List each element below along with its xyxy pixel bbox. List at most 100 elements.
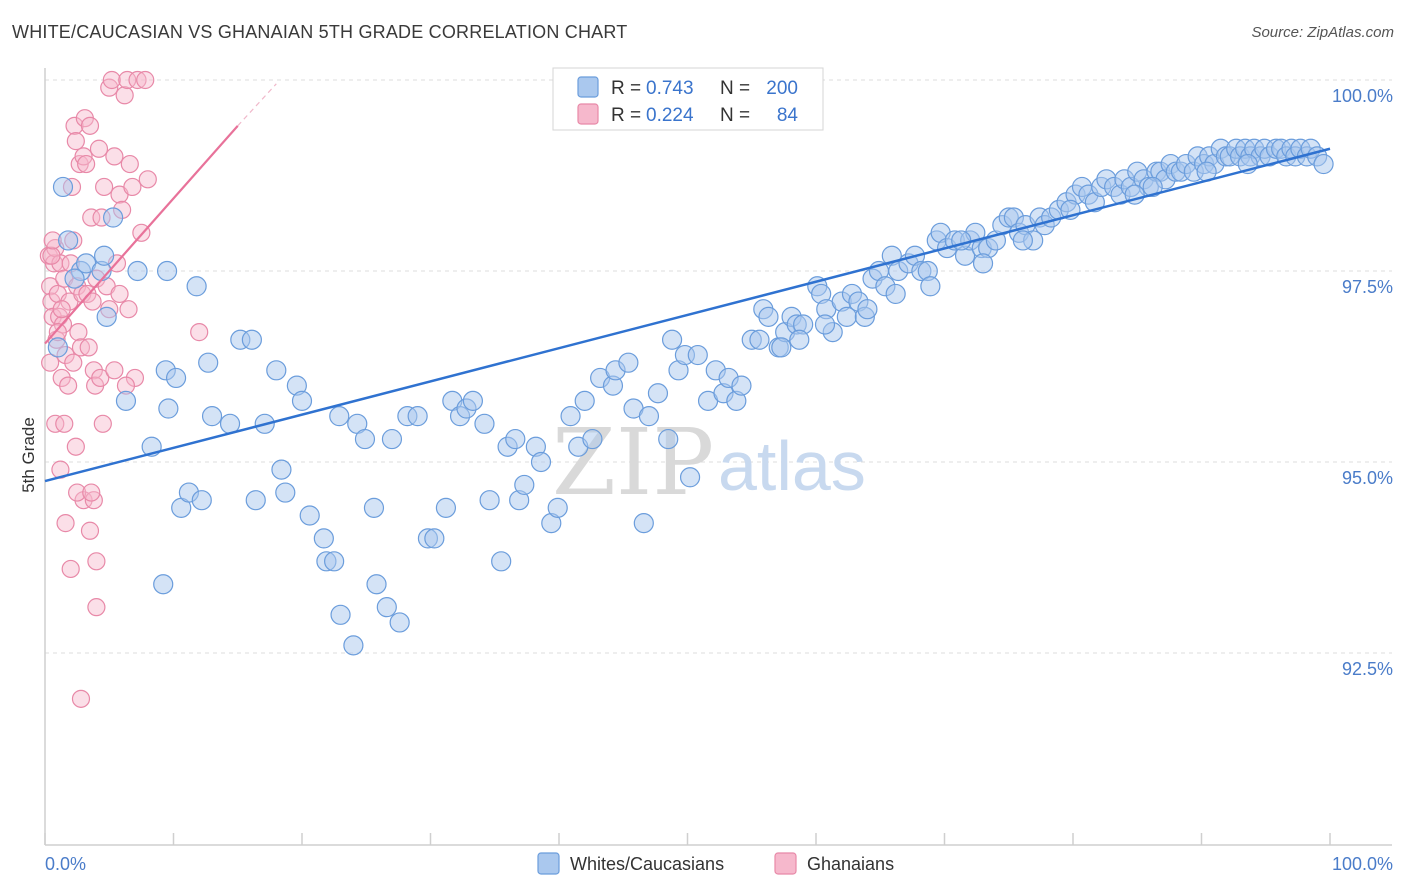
ghanaians-point — [66, 132, 85, 151]
whites-point — [661, 329, 683, 350]
whites-point — [1313, 153, 1334, 175]
bottom-legend-swatch-ghanaians — [774, 852, 797, 875]
ghanaians-point — [87, 598, 106, 617]
whites-point — [47, 337, 68, 358]
whites-point — [687, 344, 708, 366]
ghanaians-point — [95, 177, 114, 197]
ghanaians-point — [80, 116, 100, 135]
whites-point — [186, 276, 207, 297]
watermark: ZIP atlas — [552, 409, 866, 516]
whites-point — [191, 490, 212, 511]
whites-point — [165, 367, 187, 389]
legend-n-label-ghanaians: N = — [720, 105, 750, 126]
x-tick-labels: 0.0% 100.0% — [45, 854, 1393, 874]
whites-point — [435, 497, 457, 518]
ghanaians-point — [102, 70, 121, 90]
ghanaians-point — [42, 292, 61, 311]
bottom-legend-label-whites: Whites/Caucasians — [570, 854, 724, 874]
ghanaians-point — [79, 338, 98, 357]
ghanaians-point — [59, 376, 78, 395]
whites-point — [158, 398, 179, 419]
legend-r-label-ghanaians: R = — [611, 105, 641, 126]
whites-point — [1142, 176, 1163, 198]
watermark-atlas: atlas — [718, 427, 866, 505]
bottom-legend-swatch-whites — [537, 852, 560, 875]
whites-point — [731, 375, 752, 396]
y-tick-label: 95.0% — [1342, 468, 1393, 488]
whites-point — [96, 306, 117, 327]
ghanaians-point — [69, 323, 88, 342]
x-tick-label-max: 100.0% — [1332, 854, 1393, 874]
y-tick-labels: 92.5% 95.0% 97.5% 100.0% — [1332, 86, 1393, 679]
ghanaians-point — [105, 361, 124, 380]
whites-point — [547, 497, 568, 518]
ghanaians-point — [128, 70, 147, 90]
whites-points — [47, 138, 1334, 656]
whites-point — [582, 428, 603, 450]
whites-point — [275, 482, 296, 503]
whites-point — [103, 207, 124, 228]
ghanaians-point — [56, 514, 75, 533]
whites-point — [271, 459, 292, 480]
whites-point — [343, 635, 364, 656]
ghanaians-point — [84, 361, 103, 380]
whites-point — [530, 451, 552, 473]
whites-point — [920, 276, 941, 297]
ghanaians-point — [82, 483, 101, 502]
bottom-legend: Whites/Caucasians Ghanaians — [537, 852, 894, 875]
ghanaians-point — [68, 483, 87, 502]
whites-point — [560, 406, 581, 427]
ghanaians-point — [66, 437, 85, 456]
y-axis-title: 5th Grade — [19, 417, 38, 493]
whites-point — [424, 528, 445, 549]
whites-point — [329, 406, 350, 427]
ghanaians-point — [41, 277, 60, 296]
whites-point — [330, 604, 351, 625]
whites-point — [299, 505, 320, 526]
whites-point — [58, 230, 79, 251]
ghanaians-point — [61, 559, 80, 579]
whites-point — [245, 490, 266, 511]
ghanaians-point — [120, 154, 139, 174]
whites-point — [857, 299, 878, 320]
ghanaians-point — [82, 208, 101, 227]
legend-swatch-ghanaians — [577, 103, 599, 125]
whites-point — [153, 574, 174, 595]
ghanaians-point — [52, 368, 71, 388]
whites-point — [241, 329, 262, 350]
ghanaians-point — [41, 353, 60, 372]
whites-point — [198, 352, 219, 373]
whites-trendline — [44, 147, 1331, 483]
whites-point — [479, 490, 500, 511]
whites-point — [266, 360, 287, 381]
whites-point — [514, 474, 535, 496]
ghanaians-point — [42, 246, 61, 265]
ghanaians-point — [71, 689, 91, 708]
gridlines — [45, 79, 1392, 654]
whites-point — [491, 551, 512, 572]
ghanaians-point — [136, 70, 155, 90]
whites-point — [156, 260, 178, 282]
ghanaians-point — [110, 284, 129, 304]
ghanaians-point — [138, 170, 157, 189]
ghanaians-trendline — [44, 125, 239, 345]
whites-point — [381, 428, 403, 450]
ghanaians-point — [118, 70, 137, 90]
ghanaians-trendline-extension — [237, 83, 277, 127]
whites-point — [115, 390, 137, 411]
ghanaians-point — [115, 86, 134, 105]
whites-point — [363, 497, 385, 518]
x-tick-label-min: 0.0% — [45, 854, 86, 874]
whites-point — [313, 528, 334, 549]
whites-point — [885, 283, 906, 305]
whites-point — [1012, 230, 1033, 251]
ghanaians-point — [64, 353, 83, 372]
whites-point — [647, 383, 669, 404]
chart-title: WHITE/CAUCASIAN VS GHANAIAN 5TH GRADE CO… — [12, 22, 628, 42]
whites-point — [201, 406, 223, 427]
whites-point — [389, 612, 410, 633]
whites-point — [972, 253, 994, 274]
whites-point — [574, 390, 595, 411]
ghanaians-point — [105, 147, 124, 166]
